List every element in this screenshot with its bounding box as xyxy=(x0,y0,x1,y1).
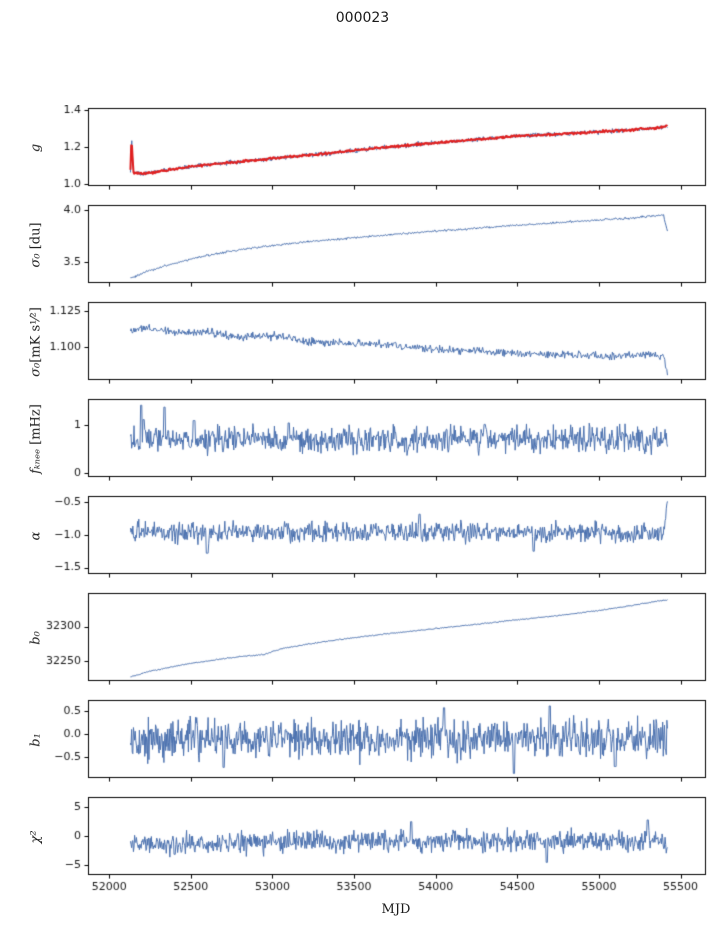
plot-sigma0-du xyxy=(0,202,725,287)
plot-sigma0-mk xyxy=(0,299,725,384)
panel-fknee: fₖₙₑₑ [mHz] xyxy=(0,396,725,481)
figure-title: 000023 xyxy=(335,10,390,26)
plot-b1 xyxy=(0,697,725,782)
panel-g: g xyxy=(0,105,725,190)
ylabel-g-var: g xyxy=(28,143,44,152)
ylabel-b0: b₀ xyxy=(29,631,44,645)
ylabel-alpha: α xyxy=(29,531,44,540)
plot-fknee xyxy=(0,396,725,481)
x-axis-label: MJD xyxy=(381,902,411,917)
ylabel-sigma0-mk-var: σ₀ xyxy=(28,362,44,377)
ylabel-chi2-var: χ² xyxy=(28,829,44,844)
panel-sigma0-du: σ₀ [du] xyxy=(0,202,725,287)
ylabel-sigma0-du: σ₀ [du] xyxy=(29,222,44,267)
ylabel-fknee: fₖₙₑₑ [mHz] xyxy=(29,404,44,474)
panel-chi2: χ² xyxy=(0,794,725,879)
panel-alpha: α xyxy=(0,493,725,578)
ylabel-b0-var: b₀ xyxy=(28,630,44,645)
plot-alpha xyxy=(0,493,725,578)
ylabel-sigma0-mk: σ₀[mK s¹⁄²] xyxy=(29,307,44,377)
plot-chi2 xyxy=(0,794,725,879)
plot-g xyxy=(0,105,725,190)
ylabel-g: g xyxy=(29,143,44,151)
ylabel-b1: b₁ xyxy=(29,733,44,747)
ylabel-b1-var: b₁ xyxy=(28,732,44,747)
panel-stack: g σ₀ [du] σ₀[mK s¹⁄²] fₖₙₑₑ [mHz] α b₀ b… xyxy=(0,105,725,891)
ylabel-fknee-unit: [mHz] xyxy=(28,403,44,449)
ylabel-fknee-var: fₖₙₑₑ xyxy=(28,448,44,474)
ylabel-alpha-var: α xyxy=(28,531,44,540)
ylabel-sigma0-du-var: σ₀ xyxy=(28,252,44,268)
ylabel-sigma0-mk-unit: [mK s¹⁄²] xyxy=(28,306,44,363)
panel-b0: b₀ xyxy=(0,590,725,685)
ylabel-chi2: χ² xyxy=(29,830,44,843)
panel-sigma0-mk: σ₀[mK s¹⁄²] xyxy=(0,299,725,384)
x-tick-canvas xyxy=(0,879,725,899)
plot-b0 xyxy=(0,590,725,685)
ylabel-sigma0-du-unit: [du] xyxy=(28,221,44,253)
panel-b1: b₁ xyxy=(0,697,725,782)
